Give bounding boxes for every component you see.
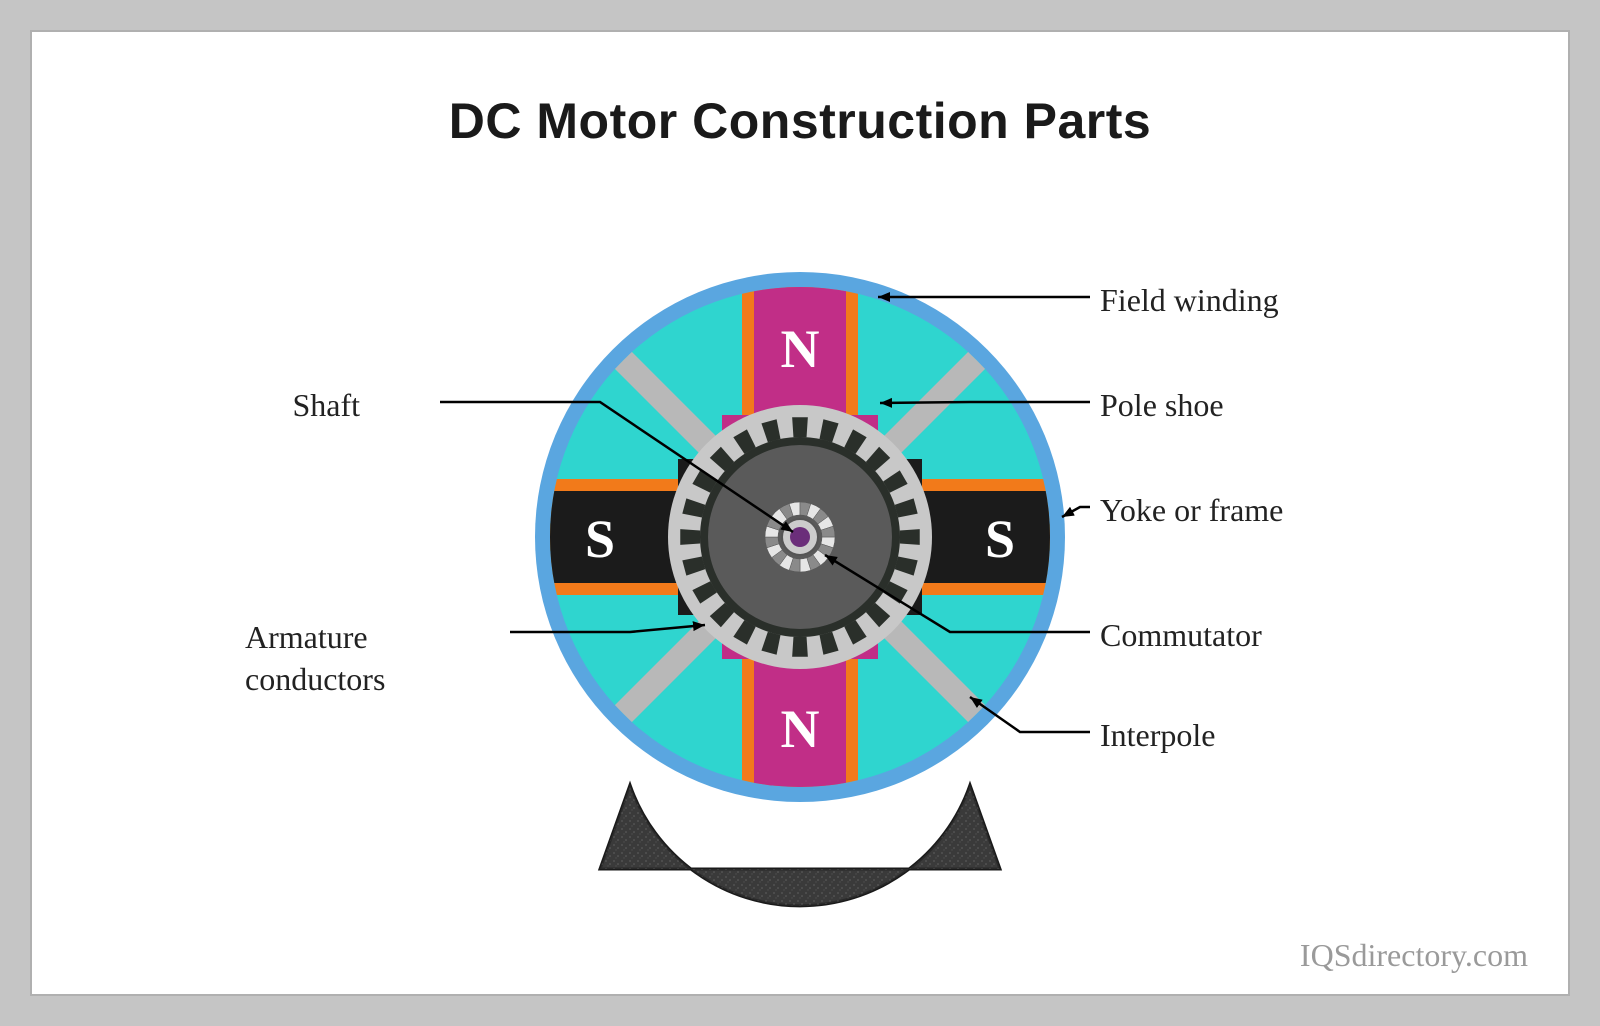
base-stand	[600, 785, 1000, 906]
pole-letter-top: N	[781, 319, 820, 379]
pole-letter-left: S	[585, 509, 615, 569]
label-yoke: Yoke or frame	[1100, 492, 1283, 529]
pole-letter-right: S	[985, 509, 1015, 569]
watermark: IQSdirectory.com	[1300, 937, 1528, 974]
shaft-center	[790, 527, 810, 547]
motor-diagram: N N S S Field winding Pole shoe Yoke or …	[100, 227, 1500, 947]
label-shaft: Shaft	[292, 387, 360, 424]
label-armature: Armature conductors	[245, 617, 385, 700]
motor-svg: N N S S	[100, 227, 1500, 947]
label-field-winding: Field winding	[1100, 282, 1279, 319]
diagram-frame: DC Motor Construction Parts	[30, 30, 1570, 996]
label-commutator: Commutator	[1100, 617, 1262, 654]
label-interpole: Interpole	[1100, 717, 1216, 754]
label-pole-shoe: Pole shoe	[1100, 387, 1224, 424]
diagram-title: DC Motor Construction Parts	[449, 92, 1151, 150]
pole-letter-bottom: N	[781, 699, 820, 759]
